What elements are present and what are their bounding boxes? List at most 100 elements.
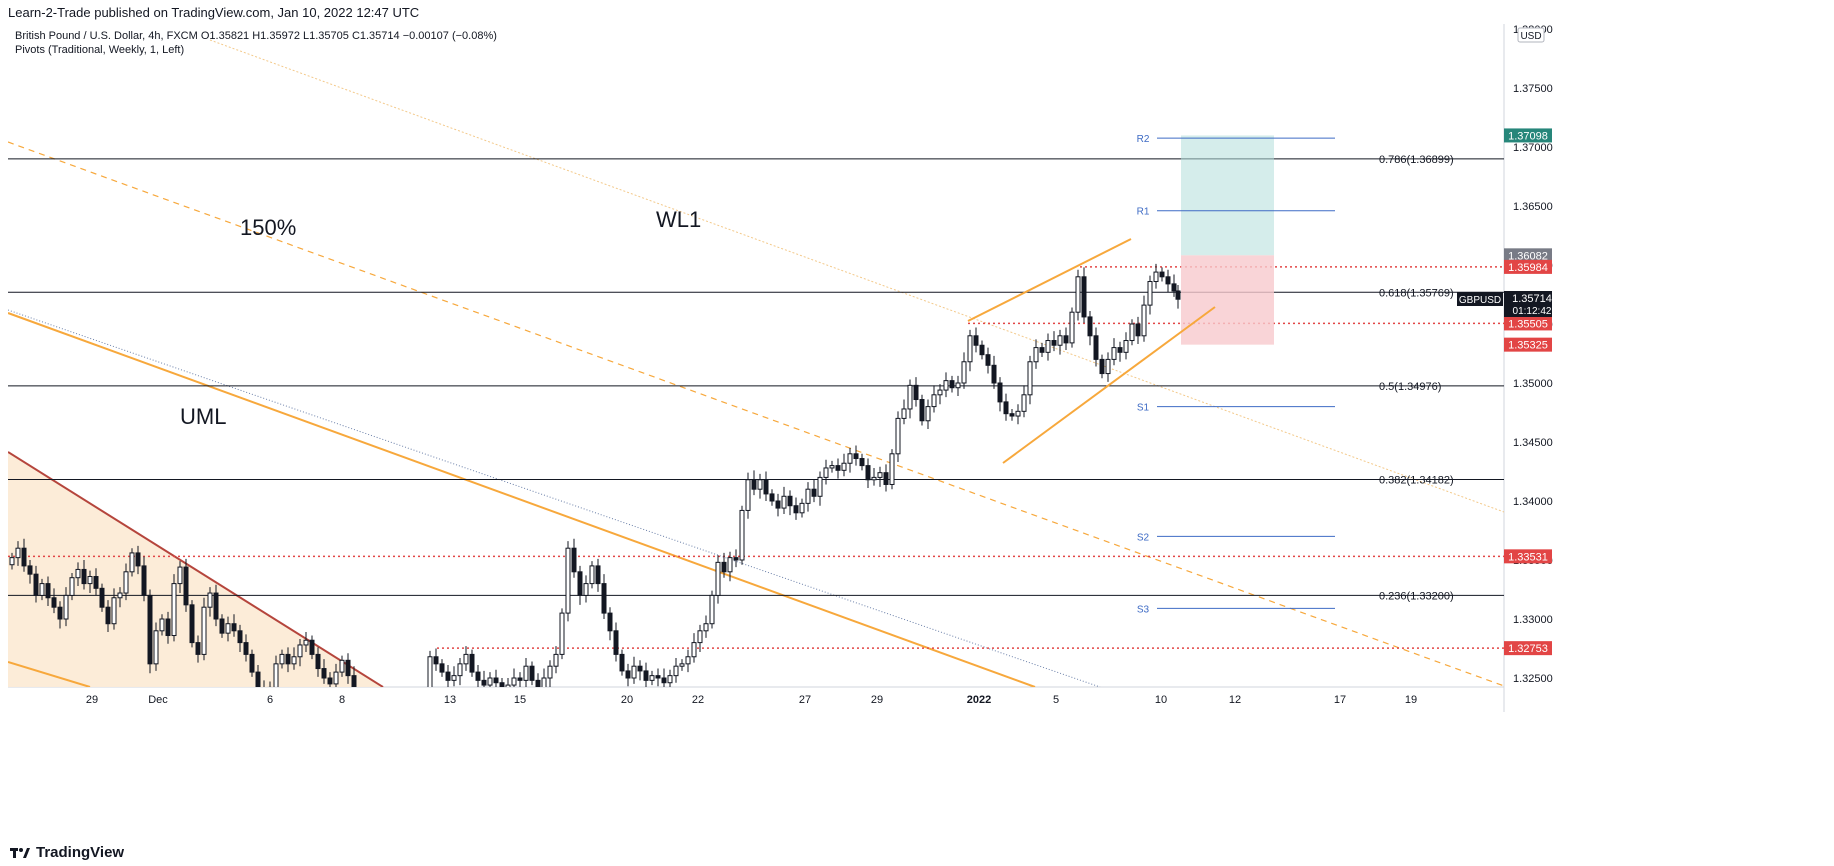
price-badge-label: 1.35984 bbox=[1508, 262, 1548, 274]
candle-bearish bbox=[985, 354, 991, 366]
price-tick-label: 1.37000 bbox=[1513, 142, 1553, 154]
tradingview-logo[interactable]: TradingView bbox=[10, 844, 124, 861]
candle-bullish bbox=[649, 675, 655, 681]
price-badge-label: 1.32753 bbox=[1508, 643, 1548, 655]
candle-bearish bbox=[763, 479, 769, 495]
candle-bearish bbox=[997, 382, 1003, 403]
candle-bearish bbox=[991, 364, 997, 384]
candle-bullish bbox=[799, 502, 805, 514]
candle-bullish bbox=[757, 479, 763, 490]
candle-bearish bbox=[45, 583, 51, 599]
candle-bearish bbox=[237, 630, 243, 644]
time-tick-label: 22 bbox=[692, 694, 704, 706]
candle-bearish bbox=[913, 384, 919, 401]
candle-bearish bbox=[571, 547, 577, 573]
price-badge bbox=[1504, 128, 1552, 143]
time-tick-label: 6 bbox=[267, 694, 273, 706]
candle-bearish bbox=[57, 606, 63, 620]
time-tick-label: 19 bbox=[1405, 694, 1417, 706]
time-tick-label: 29 bbox=[871, 694, 883, 706]
candle-bearish bbox=[853, 453, 859, 460]
publish-header: Learn-2-Trade published on TradingView.c… bbox=[0, 0, 1834, 24]
take-profit-zone[interactable] bbox=[1181, 135, 1274, 256]
stop-loss-zone[interactable] bbox=[1181, 255, 1274, 345]
pct150-line bbox=[8, 141, 1504, 687]
candle-bearish bbox=[859, 458, 865, 467]
candle-bullish bbox=[685, 656, 691, 665]
candle-bearish bbox=[769, 493, 775, 502]
candle-bullish bbox=[177, 566, 183, 585]
price-tick-label: 1.34500 bbox=[1513, 437, 1553, 449]
candle-bullish bbox=[547, 665, 553, 679]
last-price-badge bbox=[1504, 291, 1552, 317]
candle-bullish bbox=[63, 594, 69, 620]
candle-bearish bbox=[33, 573, 39, 596]
candle-bearish bbox=[309, 639, 315, 655]
candle-bearish bbox=[535, 679, 541, 687]
candle-bullish bbox=[1147, 281, 1153, 306]
price-tick-label: 1.37500 bbox=[1513, 83, 1553, 95]
chart-frame[interactable]: 150% WL1 UML 0.786(1.36899) 0.618(1.35769… bbox=[8, 24, 1834, 838]
price-tick-label: 1.32500 bbox=[1513, 673, 1553, 685]
candle-bearish bbox=[619, 653, 625, 672]
candle-bearish bbox=[262, 690, 266, 702]
candle-bearish bbox=[213, 592, 219, 620]
last-price-group[interactable]: GBPUSD 1.35714 01:12:42 bbox=[1457, 291, 1552, 317]
candle-bullish bbox=[805, 488, 811, 504]
candle-bullish bbox=[1141, 304, 1147, 337]
candle-bullish bbox=[463, 653, 469, 665]
candle-bearish bbox=[249, 653, 255, 673]
candle-bullish bbox=[877, 472, 883, 478]
candle-bearish bbox=[1003, 401, 1009, 415]
price-chart[interactable]: 150% WL1 UML 0.786(1.36899) 0.618(1.35769… bbox=[8, 24, 1834, 838]
time-tick-label: 27 bbox=[799, 694, 811, 706]
candle-bearish bbox=[105, 606, 111, 625]
rising-wedge-lower bbox=[1002, 306, 1216, 464]
candle-bullish bbox=[207, 592, 213, 608]
pivot-label-s1: S1 bbox=[1137, 403, 1150, 414]
time-tick-label: 10 bbox=[1155, 694, 1167, 706]
candle-bullish bbox=[583, 583, 589, 596]
candle-bearish bbox=[919, 399, 925, 422]
candle-bullish bbox=[117, 592, 123, 599]
annotation-150pct: 150% bbox=[240, 215, 296, 240]
rising-wedge-upper bbox=[967, 238, 1132, 322]
tradingview-logo-icon bbox=[10, 847, 30, 858]
candle-bearish bbox=[321, 668, 327, 679]
pivot-label-r2: R2 bbox=[1137, 134, 1150, 145]
candle-bullish bbox=[427, 656, 433, 687]
candle-bullish bbox=[69, 577, 75, 596]
candle-bearish bbox=[529, 665, 535, 681]
candle-bearish bbox=[285, 653, 291, 665]
candle-bearish bbox=[469, 653, 475, 673]
candle-bearish bbox=[607, 612, 613, 632]
candle-bullish bbox=[823, 467, 829, 478]
candle-bearish bbox=[499, 682, 505, 687]
pivot-label-s2: S2 bbox=[1137, 532, 1150, 543]
candle-bullish bbox=[1123, 340, 1129, 353]
candle-bullish bbox=[955, 382, 961, 389]
candle-bullish bbox=[303, 639, 309, 646]
candle-bullish bbox=[1057, 335, 1063, 346]
price-badge-label: 1.35505 bbox=[1508, 318, 1548, 330]
candle-bearish bbox=[345, 659, 351, 677]
candle-bullish bbox=[565, 547, 571, 614]
candle-bearish bbox=[51, 597, 57, 608]
uml-line bbox=[8, 312, 1036, 687]
candle-bearish bbox=[661, 677, 667, 684]
time-tick-label: 5 bbox=[1053, 694, 1059, 706]
candle-bullish bbox=[727, 557, 733, 573]
currency-badge[interactable]: USD bbox=[1517, 27, 1545, 43]
candle-bearish bbox=[1081, 276, 1087, 318]
candle-bullish bbox=[697, 630, 703, 644]
price-badge-label: 1.36082 bbox=[1508, 250, 1548, 262]
candle-bearish bbox=[189, 604, 195, 644]
candle-bullish bbox=[907, 384, 913, 410]
candle-bullish bbox=[123, 571, 129, 594]
candle-bearish bbox=[1159, 271, 1165, 278]
candle-bullish bbox=[901, 408, 907, 419]
candle-bullish bbox=[273, 663, 279, 687]
price-tick-label: 1.35000 bbox=[1513, 378, 1553, 390]
candle-bullish bbox=[9, 557, 15, 566]
candle-bullish bbox=[745, 479, 751, 511]
